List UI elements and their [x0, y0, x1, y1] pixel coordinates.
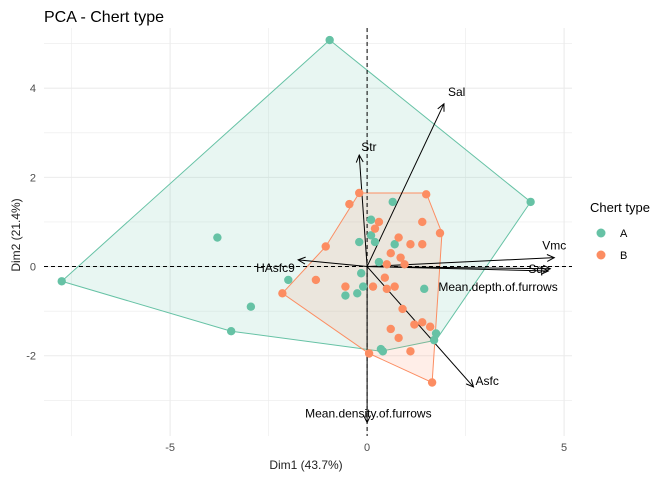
- point-B: [380, 273, 390, 282]
- arrowhead-Str: [355, 153, 364, 163]
- point-B: [396, 253, 405, 262]
- arrow-Vmc: [367, 257, 555, 268]
- point-B: [410, 320, 419, 329]
- point-B: [418, 217, 427, 227]
- point-A: [429, 335, 439, 345]
- variable-label: HAsfc9: [256, 261, 295, 275]
- point-A: [57, 277, 66, 286]
- point-B: [422, 190, 431, 199]
- y-tick-label: 0: [30, 262, 36, 274]
- point-A: [431, 329, 441, 338]
- arrowhead-Sal: [437, 102, 445, 112]
- point-A: [325, 35, 334, 45]
- point-A: [526, 197, 535, 207]
- point-A: [226, 327, 236, 336]
- arrowhead-Asfc: [465, 379, 475, 388]
- legend-label: B: [620, 250, 627, 262]
- point-B: [427, 378, 437, 387]
- point-A: [370, 237, 380, 247]
- point-A: [341, 291, 350, 300]
- arrow-Sal: [366, 103, 445, 267]
- arrowhead-Mean.depth.of.furrows: [542, 264, 552, 273]
- point-B: [341, 282, 350, 291]
- variable-label: Mean.density.of.furrows: [305, 407, 432, 421]
- axis-ticks: -5 0 5 -2 0 2 4: [26, 83, 567, 454]
- point-A: [388, 197, 397, 207]
- point-B: [400, 260, 409, 269]
- legend: Chert type AB: [590, 200, 650, 262]
- point-B: [425, 322, 435, 331]
- point-B: [435, 228, 445, 238]
- point-A: [355, 237, 364, 247]
- point-B: [321, 242, 330, 251]
- point-B: [394, 233, 403, 242]
- point-B: [370, 224, 380, 233]
- point-A: [353, 289, 362, 298]
- point-B: [390, 282, 399, 291]
- arrow-HAsfc9: [298, 259, 368, 268]
- point-A: [420, 284, 429, 294]
- point-B: [398, 304, 407, 314]
- point-B: [406, 240, 415, 249]
- arrow-Str: [358, 155, 368, 267]
- arrowhead-HAsfc9: [297, 256, 306, 265]
- chart-title: PCA - Chert type: [44, 9, 164, 26]
- point-A: [366, 215, 376, 224]
- point-B: [311, 275, 321, 285]
- legend-label: A: [620, 228, 628, 240]
- variable-label: Sal: [448, 85, 465, 99]
- variable-label: Mean.depth.of.furrows: [438, 280, 557, 294]
- x-axis-title: Dim1 (43.7%): [269, 458, 342, 472]
- point-A: [366, 231, 376, 240]
- variable-arrows: SalStrVmcSqMean.depth.of.furrowsHAsfc9As…: [256, 85, 566, 424]
- point-B: [386, 248, 395, 258]
- data-points: [57, 35, 535, 387]
- point-B: [382, 260, 392, 269]
- variable-label: Asfc: [475, 374, 498, 388]
- point-B: [418, 318, 427, 327]
- arrowhead-Mean.density.of.furrows: [363, 415, 372, 424]
- point-B: [374, 217, 384, 227]
- legend-key-B: [596, 250, 606, 260]
- x-tick-label: 0: [364, 442, 370, 454]
- legend-title: Chert type: [590, 200, 650, 215]
- x-tick-label: -5: [165, 442, 175, 454]
- point-A: [213, 233, 222, 242]
- arrow-Mean.depth.of.furrows: [367, 266, 551, 270]
- x-tick-label: 5: [561, 442, 567, 454]
- point-A: [358, 282, 368, 291]
- y-axis-title: Dim2 (21.4%): [9, 198, 23, 271]
- point-A: [390, 240, 399, 249]
- point-B: [386, 324, 395, 334]
- point-B: [364, 349, 374, 358]
- point-B: [355, 188, 364, 198]
- point-A: [356, 269, 366, 278]
- point-B: [394, 333, 403, 343]
- arrowhead-Vmc: [546, 254, 556, 262]
- point-A: [374, 257, 384, 267]
- point-B: [345, 199, 354, 209]
- point-B: [278, 289, 287, 298]
- point-B: [406, 347, 415, 356]
- variable-label: Vmc: [542, 239, 566, 253]
- point-B: [382, 284, 392, 294]
- point-A: [378, 347, 388, 356]
- point-A: [246, 302, 256, 311]
- point-A: [284, 275, 293, 285]
- y-tick-label: -2: [26, 351, 36, 363]
- variable-label: Str: [361, 140, 376, 154]
- point-B: [418, 240, 427, 249]
- y-tick-label: 4: [30, 83, 36, 95]
- legend-key-A: [596, 228, 606, 238]
- point-B: [368, 282, 378, 291]
- y-tick-label: 2: [30, 172, 36, 184]
